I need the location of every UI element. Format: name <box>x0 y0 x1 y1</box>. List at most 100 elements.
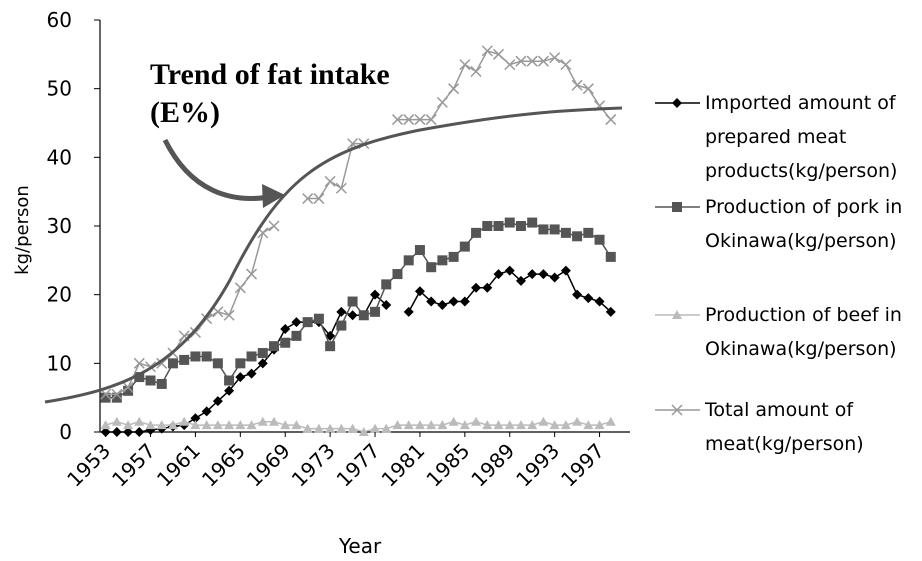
marker <box>482 420 493 430</box>
marker <box>358 310 369 321</box>
x-axis-label: Year <box>338 534 382 558</box>
marker <box>437 255 448 266</box>
marker <box>358 427 369 436</box>
marker <box>403 420 414 430</box>
marker <box>482 282 493 293</box>
marker <box>560 59 572 71</box>
legend-entry: Production of pork in Okinawa(kg/person) <box>705 196 903 252</box>
marker <box>560 420 571 430</box>
marker <box>313 423 324 433</box>
legend-entry: Total amount of meat(kg/person) <box>705 399 864 455</box>
marker <box>403 114 415 126</box>
marker <box>549 420 560 430</box>
marker <box>313 193 325 205</box>
marker <box>167 420 178 430</box>
marker <box>549 52 561 64</box>
marker <box>134 372 145 383</box>
marker <box>515 55 527 67</box>
arrow <box>162 138 276 201</box>
marker <box>493 269 504 280</box>
arrow-head <box>262 184 285 208</box>
marker <box>560 227 571 238</box>
marker <box>145 420 156 430</box>
marker <box>671 404 683 416</box>
marker <box>414 245 425 256</box>
y-tick-label: 60 <box>47 8 72 32</box>
x-tick-label: 1997 <box>556 439 609 492</box>
marker <box>403 255 414 266</box>
marker <box>224 420 235 430</box>
marker <box>280 420 291 430</box>
marker <box>672 310 682 319</box>
marker <box>526 55 538 67</box>
marker <box>190 351 201 362</box>
legend-entry: Production of beef in Okinawa(kg/person) <box>705 304 902 360</box>
marker <box>426 262 437 273</box>
marker <box>123 427 134 437</box>
marker <box>504 265 515 276</box>
marker <box>280 337 291 348</box>
marker <box>268 220 280 232</box>
marker <box>391 114 404 126</box>
marker <box>291 330 302 341</box>
marker <box>336 423 347 433</box>
marker <box>280 324 291 334</box>
marker <box>571 79 583 91</box>
marker <box>572 289 583 300</box>
marker <box>471 416 482 426</box>
marker <box>448 416 459 426</box>
marker <box>515 221 526 231</box>
marker <box>201 406 212 417</box>
marker <box>425 114 437 126</box>
marker <box>336 320 347 331</box>
marker <box>459 241 470 252</box>
marker <box>537 55 549 67</box>
x-tick-label: 1989 <box>466 439 519 492</box>
marker <box>133 357 145 369</box>
marker <box>134 416 145 426</box>
series-line <box>105 269 612 433</box>
marker <box>111 416 122 426</box>
marker <box>212 396 223 407</box>
x-tick-label: 1969 <box>242 439 295 492</box>
marker <box>515 420 526 430</box>
marker <box>257 416 268 426</box>
y-tick-label: 30 <box>47 214 72 238</box>
marker <box>538 269 549 280</box>
marker <box>527 217 538 228</box>
y-tick-label: 20 <box>47 283 72 307</box>
marker <box>111 388 123 400</box>
marker <box>179 354 190 365</box>
marker <box>471 227 482 238</box>
marker <box>605 416 616 426</box>
marker <box>235 420 246 430</box>
x-tick-label: 1953 <box>62 439 115 492</box>
marker <box>403 306 414 317</box>
marker <box>246 420 257 430</box>
annotation: Trend of fat intake <box>150 58 390 91</box>
marker <box>504 217 515 228</box>
marker <box>325 341 336 352</box>
marker <box>100 420 111 430</box>
marker <box>347 296 358 307</box>
marker <box>437 420 448 430</box>
marker <box>538 416 549 426</box>
marker <box>313 313 324 324</box>
x-tick-label: 1981 <box>377 439 430 492</box>
marker <box>605 306 616 317</box>
marker <box>190 413 201 424</box>
trend-curve <box>44 106 623 404</box>
marker <box>235 372 246 383</box>
marker <box>426 296 437 307</box>
marker <box>179 416 190 426</box>
marker <box>324 175 336 187</box>
marker <box>212 306 224 318</box>
marker <box>448 296 459 307</box>
marker <box>594 420 605 430</box>
marker <box>302 193 314 205</box>
marker <box>246 368 257 379</box>
marker <box>527 269 538 280</box>
marker <box>257 358 268 369</box>
annotation: (E%) <box>150 96 220 129</box>
